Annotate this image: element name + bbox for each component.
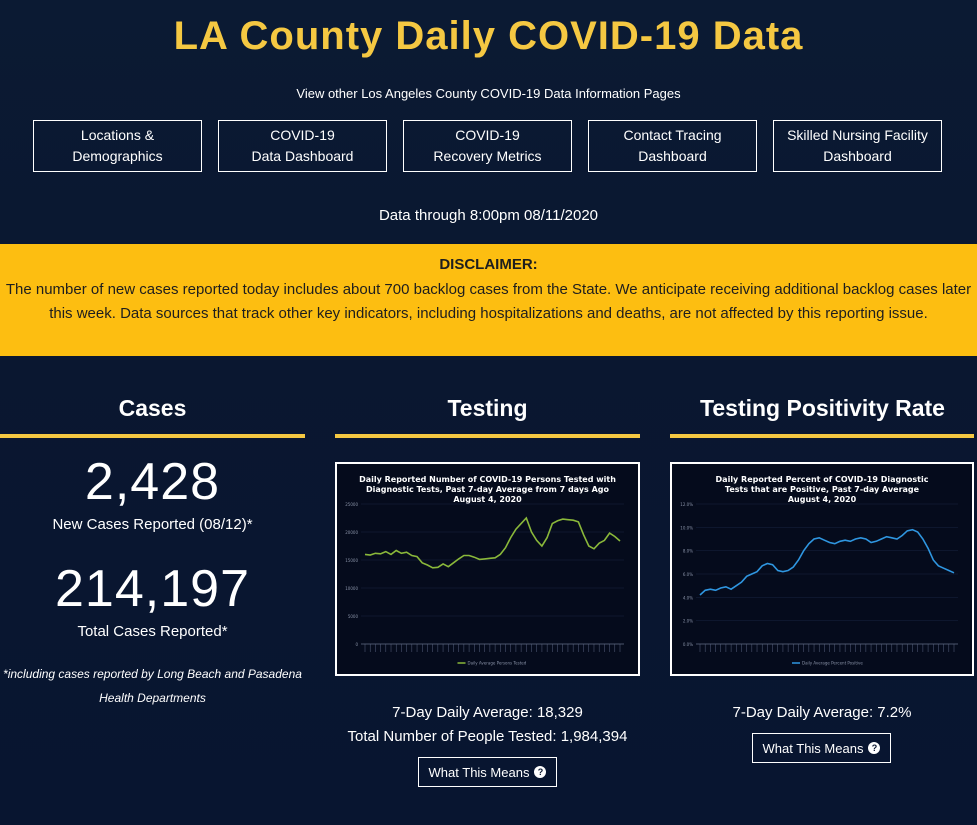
testing-chart: Daily Reported Number of COVID-19 Person…	[335, 462, 640, 676]
testing-chart-series-line	[364, 516, 621, 569]
testing-what-this-means-button[interactable]: What This Means ?	[418, 757, 557, 787]
cases-heading: Cases	[118, 395, 187, 421]
testing-chart-svg: Daily Reported Number of COVID-19 Person…	[345, 475, 624, 666]
testing-underline	[335, 434, 640, 438]
positivity-underline	[670, 434, 974, 438]
total-cases-label: Total Cases Reported*	[77, 623, 228, 640]
disclaimer-text: The number of new cases reported today i…	[5, 281, 972, 322]
testing-daily-average: 7-Day Daily Average: 18,329	[392, 704, 583, 721]
question-circle-icon: ?	[868, 742, 881, 754]
nav-locations-demographics[interactable]: Locations & Demographics	[33, 120, 202, 172]
testing-heading: Testing	[447, 395, 528, 421]
subtitle-link: View other Los Angeles County COVID-19 D…	[296, 86, 681, 101]
positivity-chart-ytick-label: 2.0%	[683, 619, 693, 624]
positivity-chart-ytick-label: 6.0%	[683, 572, 693, 577]
positivity-chart-ytick-label: 12.0%	[680, 502, 693, 507]
positivity-means-label: What This Means	[762, 740, 864, 756]
page-title: LA County Daily COVID-19 Data	[173, 14, 804, 58]
testing-chart-ytick-label: 15000	[345, 558, 358, 563]
total-cases-value: 214,197	[55, 560, 250, 618]
cases-underline	[0, 434, 305, 438]
testing-means-label: What This Means	[428, 764, 530, 780]
testing-chart-ytick-label: 0	[355, 642, 358, 647]
question-circle-icon: ?	[534, 766, 547, 778]
positivity-chart: Daily Reported Percent of COVID-19 Diagn…	[670, 462, 974, 676]
nav-recovery-metrics[interactable]: COVID-19 Recovery Metrics	[403, 120, 572, 172]
positivity-chart-legend-label: Daily Average Percent Positive	[802, 661, 863, 666]
positivity-what-this-means-button[interactable]: What This Means ?	[752, 733, 891, 763]
nav-skilled-nursing[interactable]: Skilled Nursing Facility Dashboard	[773, 120, 942, 172]
testing-chart-title-line: Diagnostic Tests, Past 7-day Average fro…	[366, 485, 610, 494]
new-cases-label: New Cases Reported (08/12)*	[52, 516, 253, 533]
positivity-chart-ytick-label: 0.0%	[683, 642, 693, 647]
nav-contact-tracing[interactable]: Contact Tracing Dashboard	[588, 120, 757, 172]
positivity-chart-ytick-label: 8.0%	[683, 549, 693, 554]
positivity-chart-title-line: August 4, 2020	[788, 495, 857, 504]
positivity-chart-series-line	[699, 528, 955, 596]
testing-chart-legend-label: Daily Average Persons Tested	[468, 661, 527, 666]
positivity-daily-average: 7-Day Daily Average: 7.2%	[732, 704, 912, 721]
cases-footnote: *including cases reported by Long Beach …	[3, 667, 302, 705]
nav-data-dashboard[interactable]: COVID-19 Data Dashboard	[218, 120, 387, 172]
testing-chart-ytick-label: 5000	[348, 614, 359, 619]
positivity-chart-title-line: Tests that are Positive, Past 7-day Aver…	[725, 485, 920, 494]
disclaimer-banner: DISCLAIMER: The number of new cases repo…	[0, 244, 977, 356]
testing-chart-title-line: August 4, 2020	[453, 495, 522, 504]
positivity-chart-svg: Daily Reported Percent of COVID-19 Diagn…	[680, 475, 958, 666]
positivity-chart-ytick-label: 10.0%	[680, 525, 693, 530]
testing-chart-ytick-label: 10000	[345, 586, 358, 591]
testing-chart-title-line: Daily Reported Number of COVID-19 Person…	[359, 475, 616, 484]
positivity-chart-ytick-label: 4.0%	[683, 595, 693, 600]
positivity-chart-title-line: Daily Reported Percent of COVID-19 Diagn…	[716, 475, 929, 484]
positivity-heading: Testing Positivity Rate	[700, 395, 945, 421]
disclaimer-title: DISCLAIMER:	[439, 256, 538, 273]
testing-chart-ytick-label: 25000	[345, 502, 358, 507]
new-cases-value: 2,428	[84, 453, 221, 511]
testing-chart-ytick-label: 20000	[345, 530, 358, 535]
data-through-date: Data through 8:00pm 08/11/2020	[378, 207, 599, 224]
testing-total-tested: Total Number of People Tested: 1,984,394	[347, 728, 628, 745]
